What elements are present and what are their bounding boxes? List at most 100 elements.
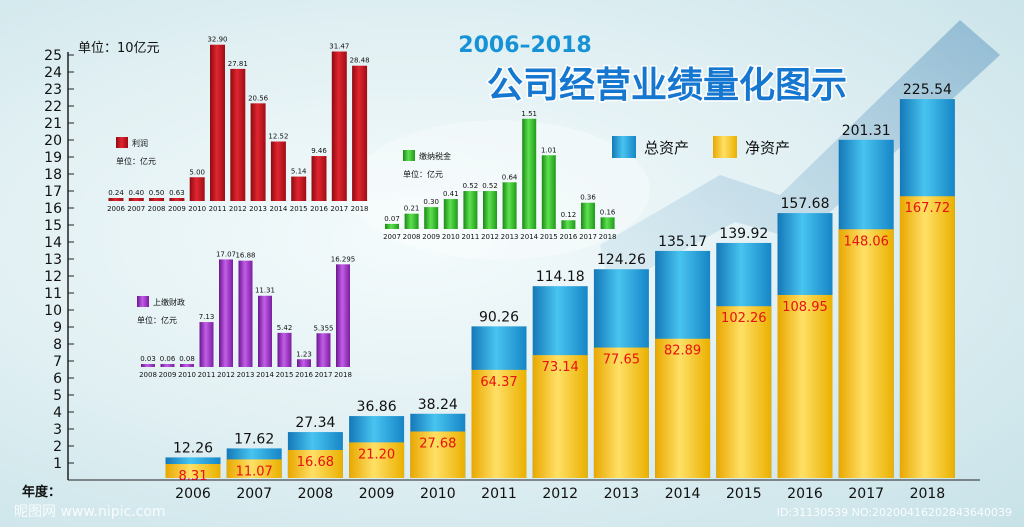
tax-value-label: 1.01 [541,146,557,154]
fiscal-x-tick-label: 2010 [178,371,196,379]
profit-bar [291,176,307,201]
profit-value-label: 0.40 [129,189,145,197]
fiscal-x-tick-label: 2015 [276,371,294,379]
tax-x-tick-label: 2011 [461,233,479,241]
y-tick-label: 18 [44,167,62,183]
tax-value-label: 0.36 [580,194,596,202]
y-tick-label: 25 [44,48,62,64]
y-tick-label: 17 [44,184,62,200]
profit-value-label: 0.63 [169,189,185,197]
tax-bar [561,220,576,229]
tax-legend-label: 缴纳税金 [419,151,451,161]
y-tick-labels: 1234567891011121314151617181920212223242… [44,48,74,472]
net-assets-label: 21.20 [358,447,395,462]
total-assets-label: 36.86 [357,399,397,415]
profit-x-tick-label: 2018 [351,205,369,213]
net-assets-bar [716,306,772,478]
tax-value-label: 0.21 [404,205,420,213]
fiscal-value-label: 0.08 [179,355,195,363]
fiscal-bar [199,322,214,367]
y-tick-label: 4 [53,405,62,421]
profit-x-tick-label: 2016 [310,205,328,213]
tax-value-label: 0.07 [384,215,400,223]
fiscal-value-label: 5.355 [313,324,333,332]
profit-value-label: 0.50 [149,189,165,197]
fiscal-bar [160,364,175,367]
y-tick-label: 14 [44,235,62,251]
main-unit-label: 单位：10亿元 [78,41,160,56]
x-tick-label: 2015 [726,486,762,502]
fiscal-value-label: 7.13 [199,313,215,321]
tax-value-label: 0.41 [443,190,459,198]
y-tick-label: 3 [53,422,62,438]
tax-value-label: 0.16 [600,208,616,216]
total-assets-label: 38.24 [418,397,458,413]
tax-value-label: 0.52 [482,182,498,190]
main-bars: 12.26 8.31 2006 17.62 11.07 2007 27.34 16.68 200… [165,82,955,502]
watermark-left: 昵图网 www.nipic.com [14,504,166,520]
y-tick-label: 23 [44,82,62,98]
fiscal-bar [141,364,155,367]
net-assets-label: 167.72 [905,201,951,216]
total-assets-label: 201.31 [842,123,891,139]
main-legend: 总资产 净资产 [612,136,790,158]
y-tick-label: 13 [44,252,62,268]
tax-bar [581,202,595,229]
y-tick-label: 19 [44,150,62,166]
fiscal-bar [238,260,253,367]
legend-swatch-net [713,136,737,158]
x-tick-label: 2012 [542,486,578,502]
fiscal-bar [316,333,331,367]
tax-bar [522,118,537,229]
profit-bar [210,44,225,201]
profit-value-label: 28.48 [350,57,370,65]
net-assets-bar [899,196,955,478]
net-assets-bar [410,431,466,478]
y-tick-label: 1 [53,456,62,472]
profit-legend-label: 利润 [132,138,148,148]
watermark-right: ID:31130539 NO:20200416202843640039 [777,506,1012,519]
x-tick-label: 2016 [787,486,823,502]
fiscal-legend-swatch [137,296,149,307]
tax-bar [424,207,439,229]
tax-x-tick-label: 2010 [442,233,460,241]
x-tick-label: 2011 [481,486,517,502]
tax-unit-label: 单位：亿元 [403,169,443,179]
total-assets-label: 17.62 [234,431,274,447]
total-assets-label: 12.26 [173,440,213,456]
fiscal-value-label: 0.06 [160,355,176,363]
tax-bar [541,155,556,229]
fiscal-bar [336,264,350,367]
profit-value-label: 9.46 [311,147,327,155]
y-tick-label: 7 [53,354,62,370]
profit-bar [331,51,347,201]
profit-x-tick-label: 2009 [168,205,186,213]
net-assets-bar [777,294,833,478]
tax-bar [404,213,419,229]
fiscal-bar [180,364,194,367]
x-tick-label: 2009 [359,486,395,502]
tax-x-tick-label: 2013 [501,233,519,241]
y-tick-label: 11 [44,286,62,302]
net-assets-label: 108.95 [782,300,828,315]
profit-bar [189,177,205,201]
fiscal-value-label: 1.23 [296,350,312,358]
fiscal-value-label: 5.42 [277,324,293,332]
y-tick-label: 15 [44,218,62,234]
profit-x-tick-label: 2011 [209,205,227,213]
profit-bar [352,65,368,201]
fiscal-x-tick-label: 2013 [237,371,255,379]
profit-value-label: 0.24 [108,189,124,197]
tax-bar [385,223,399,229]
fiscal-x-tick-label: 2017 [315,371,333,379]
net-assets-bar [532,355,588,478]
fiscal-bar [258,295,272,367]
tax-x-tick-label: 2018 [599,233,617,241]
x-tick-label: 2008 [298,486,334,502]
legend-label-net: 净资产 [745,139,790,157]
fiscal-bar [277,332,292,367]
net-assets-bar [593,347,649,478]
